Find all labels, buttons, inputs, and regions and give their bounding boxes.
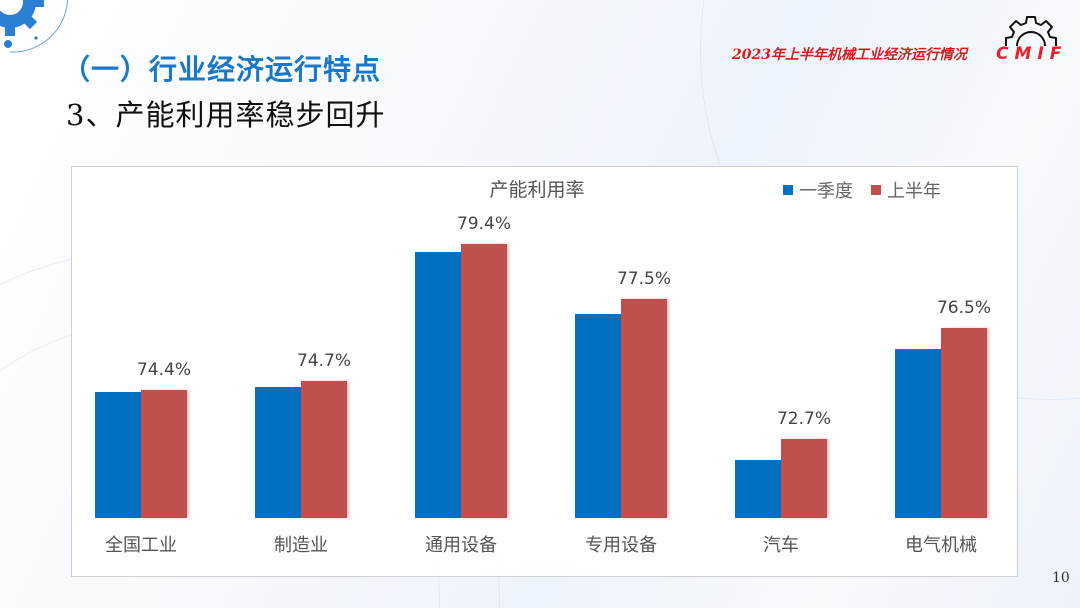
legend-item-h1: 上半年 <box>871 177 941 203</box>
legend-swatch-red-icon <box>871 185 881 195</box>
category-label: 全国工业 <box>105 535 177 556</box>
legend-swatch-blue-icon <box>783 185 793 195</box>
gear-decoration-icon <box>0 0 69 53</box>
bar-h1 <box>781 439 827 518</box>
bar-q1 <box>895 348 941 518</box>
bar-q1 <box>575 313 621 518</box>
chart-legend: 一季度 上半年 <box>783 177 959 203</box>
section-title: （一）行业经济运行特点 <box>62 53 382 86</box>
bar-h1 <box>141 389 187 518</box>
legend-label: 一季度 <box>799 181 853 202</box>
bar-q1 <box>95 392 141 518</box>
chart-title: 产能利用率 <box>72 175 1002 202</box>
category-label: 专用设备 <box>585 535 657 556</box>
category-label: 通用设备 <box>425 535 497 556</box>
chart-title-text: 产能利用率 <box>489 179 585 201</box>
data-label: 74.4% <box>136 359 191 380</box>
data-label: 79.4% <box>456 213 511 234</box>
data-label: 72.7% <box>776 409 831 430</box>
category-label: 汽车 <box>763 535 799 556</box>
data-label: 77.5% <box>616 269 671 289</box>
bar-h1 <box>621 299 667 518</box>
bar-q1 <box>255 386 301 518</box>
bar-h1 <box>461 243 507 518</box>
slide-subtitle: 3、产能利用率稳步回升 <box>66 98 386 132</box>
legend-item-q1: 一季度 <box>783 177 853 203</box>
bar-q1 <box>415 252 461 518</box>
report-title: 2023年上半年机械工业经济运行情况 <box>732 47 967 63</box>
bar-q1 <box>735 459 781 518</box>
cmif-logo-text: CMIF <box>996 44 1068 64</box>
data-label: 74.7% <box>296 350 351 371</box>
bar-h1 <box>941 328 987 518</box>
capacity-utilization-chart: 产能利用率 一季度 上半年 74.4% 全国工业 74.7% 制造业 79.4% 通用设备… <box>71 166 1018 577</box>
category-label: 制造业 <box>274 535 328 556</box>
category-label: 电气机械 <box>905 535 977 556</box>
page-number: 10 <box>1052 570 1070 586</box>
cmif-gear-logo-icon <box>1005 16 1057 47</box>
legend-label: 上半年 <box>887 181 941 202</box>
bar-h1 <box>301 380 347 518</box>
data-label: 76.5% <box>936 298 991 319</box>
